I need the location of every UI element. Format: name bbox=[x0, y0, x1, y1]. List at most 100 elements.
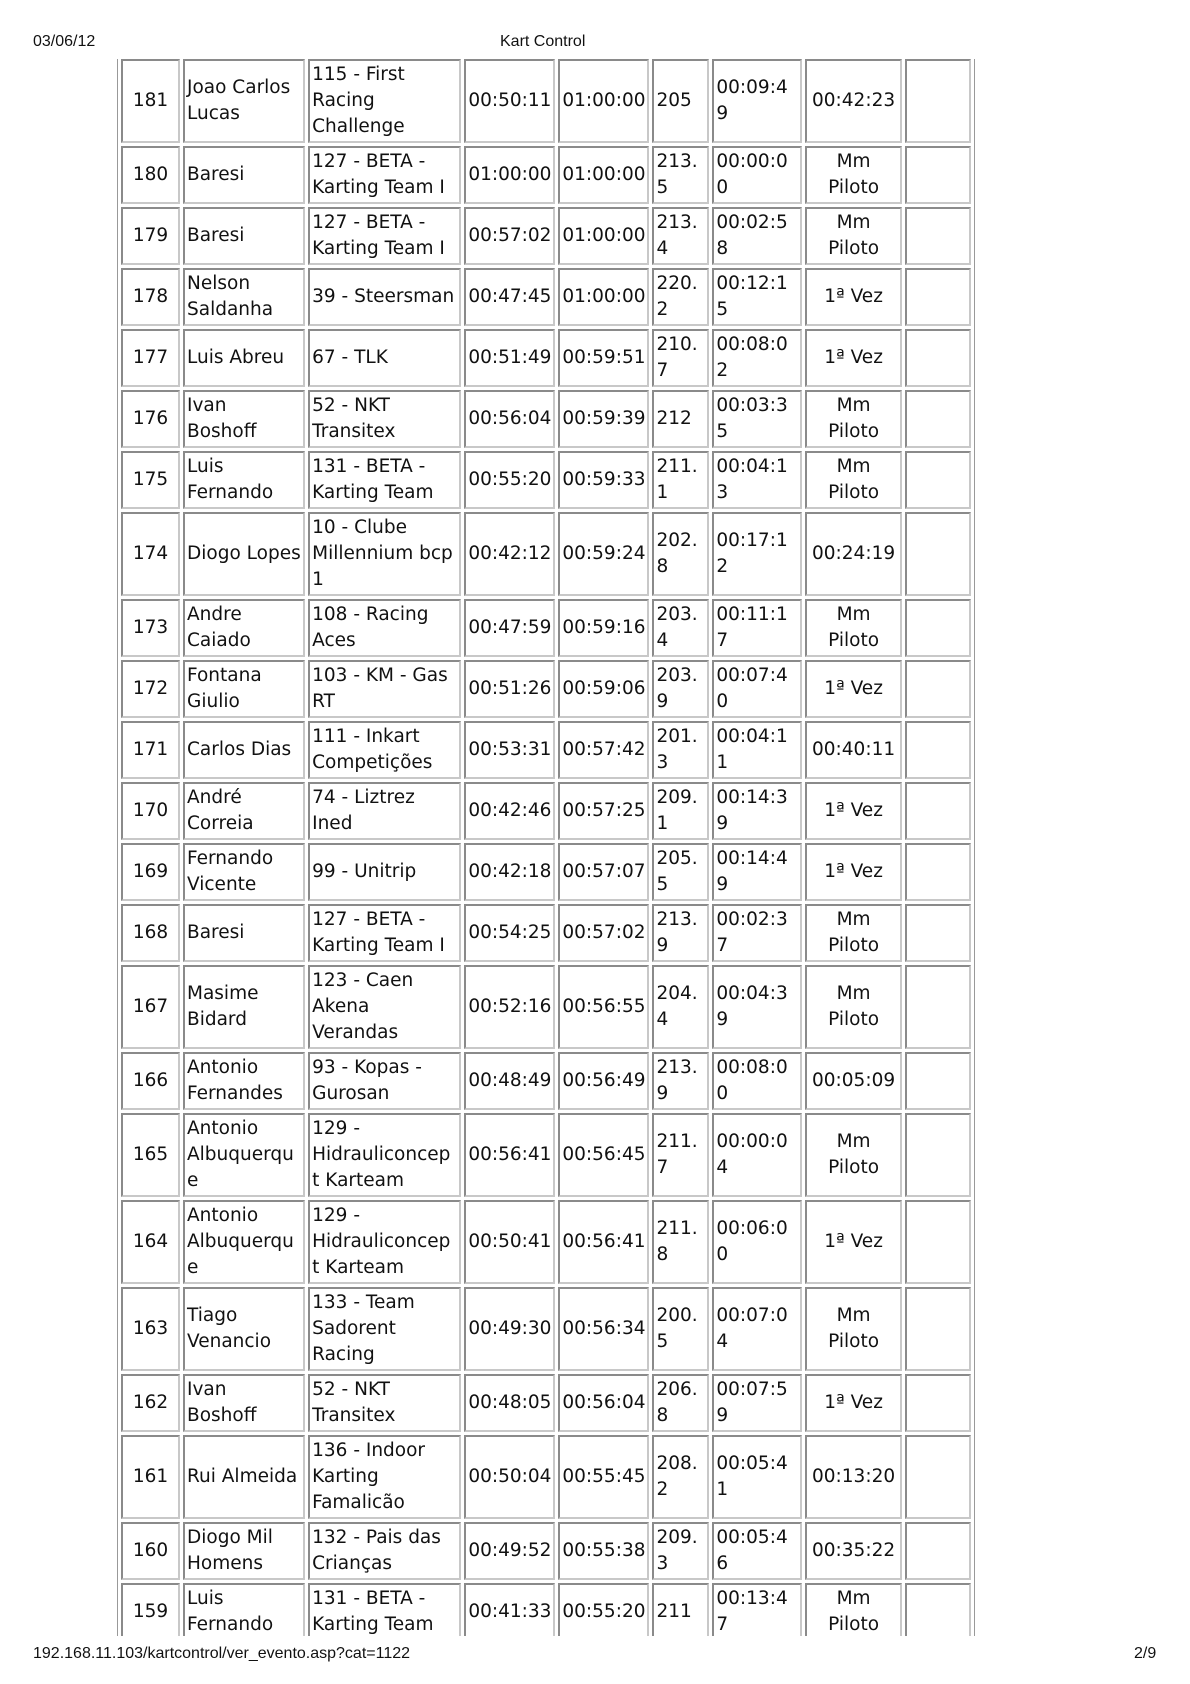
table-row: 171 Carlos Dias 111 - Inkart Competições 00… bbox=[121, 721, 971, 779]
best-time: 00:48:49 bbox=[464, 1052, 556, 1110]
total-time: 00:56:49 bbox=[558, 1052, 650, 1110]
status: 1ª Vez bbox=[805, 1374, 902, 1432]
table-row: 173 Andre Caiado 108 - Racing Aces 00:47:59… bbox=[121, 599, 971, 657]
best-time: 00:53:31 bbox=[464, 721, 556, 779]
table-row: 167 Masime Bidard 123 - Caen Akena Veranda… bbox=[121, 965, 971, 1049]
driver-name: Antonio Albuquerque bbox=[183, 1113, 306, 1197]
table-row: 165 Antonio Albuquerque 129 - Hidrauliconc… bbox=[121, 1113, 971, 1197]
status: Mm Piloto bbox=[805, 904, 902, 962]
status-cell bbox=[904, 599, 971, 657]
status: Mm Piloto bbox=[805, 146, 902, 204]
team-name: 129 - Hidrauliconcept Karteam bbox=[308, 1200, 462, 1284]
time-difference: 00:05:41 bbox=[712, 1435, 803, 1519]
score: 203.9 bbox=[652, 660, 710, 718]
team-name: 10 - Clube Millennium bcp 1 bbox=[308, 512, 462, 596]
status: Mm Piloto bbox=[805, 1287, 902, 1371]
table-row: 162 Ivan Boshoff 52 - NKT Transitex 00:48:0… bbox=[121, 1374, 971, 1432]
status-cell bbox=[904, 1583, 971, 1636]
driver-name: Antonio Albuquerque bbox=[183, 1200, 306, 1284]
total-time: 01:00:00 bbox=[558, 59, 650, 143]
total-time: 00:57:07 bbox=[558, 843, 650, 901]
time-difference: 00:07:04 bbox=[712, 1287, 803, 1371]
status-cell bbox=[904, 1287, 971, 1371]
status-cell bbox=[904, 782, 971, 840]
team-name: 39 - Steersman bbox=[308, 268, 462, 326]
score: 213.9 bbox=[652, 904, 710, 962]
record-number: 159 bbox=[121, 1583, 180, 1636]
score: 213.5 bbox=[652, 146, 710, 204]
team-name: 93 - Kopas - Gurosan bbox=[308, 1052, 462, 1110]
record-number: 175 bbox=[121, 451, 180, 509]
status-cell bbox=[904, 329, 971, 387]
status-cell bbox=[904, 843, 971, 901]
best-time: 00:42:46 bbox=[464, 782, 556, 840]
time-difference: 00:04:11 bbox=[712, 721, 803, 779]
score: 220.2 bbox=[652, 268, 710, 326]
driver-name: André Correia bbox=[183, 782, 306, 840]
total-time: 00:59:06 bbox=[558, 660, 650, 718]
time-difference: 00:17:12 bbox=[712, 512, 803, 596]
total-time: 01:00:00 bbox=[558, 207, 650, 265]
record-number: 178 bbox=[121, 268, 180, 326]
best-time: 00:51:26 bbox=[464, 660, 556, 718]
table-row: 178 Nelson Saldanha 39 - Steersman 00:47:45… bbox=[121, 268, 971, 326]
total-time: 00:59:16 bbox=[558, 599, 650, 657]
record-number: 160 bbox=[121, 1522, 180, 1580]
table-row: 181 Joao Carlos Lucas 115 - First Racing C… bbox=[121, 59, 971, 143]
record-number: 171 bbox=[121, 721, 180, 779]
record-number: 164 bbox=[121, 1200, 180, 1284]
status: Mm Piloto bbox=[805, 599, 902, 657]
best-time: 01:00:00 bbox=[464, 146, 556, 204]
status: Mm Piloto bbox=[805, 390, 902, 448]
team-name: 52 - NKT Transitex bbox=[308, 390, 462, 448]
team-name: 127 - BETA - Karting Team I bbox=[308, 146, 462, 204]
time-difference: 00:08:00 bbox=[712, 1052, 803, 1110]
total-time: 00:59:33 bbox=[558, 451, 650, 509]
table-viewport: 181 Joao Carlos Lucas 115 - First Racing C… bbox=[117, 59, 975, 1636]
table-row: 177 Luis Abreu 67 - TLK 00:51:49 00:59:51 210… bbox=[121, 329, 971, 387]
time-difference: 00:14:49 bbox=[712, 843, 803, 901]
time-difference: 00:00:04 bbox=[712, 1113, 803, 1197]
best-time: 00:55:20 bbox=[464, 451, 556, 509]
status-cell bbox=[904, 207, 971, 265]
driver-name: Ivan Boshoff bbox=[183, 1374, 306, 1432]
driver-name: Luis Abreu bbox=[183, 329, 306, 387]
driver-name: Nelson Saldanha bbox=[183, 268, 306, 326]
total-time: 00:56:04 bbox=[558, 1374, 650, 1432]
record-number: 176 bbox=[121, 390, 180, 448]
record-number: 177 bbox=[121, 329, 180, 387]
page-url: 192.168.11.103/kartcontrol/ver_evento.as… bbox=[33, 1645, 411, 1662]
status-cell bbox=[904, 512, 971, 596]
status-cell bbox=[904, 1435, 971, 1519]
table-row: 159 Luis Fernando 131 - BETA - Karting Tea… bbox=[121, 1583, 971, 1636]
time-difference: 00:07:40 bbox=[712, 660, 803, 718]
total-time: 00:59:24 bbox=[558, 512, 650, 596]
score: 211 bbox=[652, 1583, 710, 1636]
best-time: 00:50:11 bbox=[464, 59, 556, 143]
time-difference: 00:05:46 bbox=[712, 1522, 803, 1580]
time-difference: 00:09:49 bbox=[712, 59, 803, 143]
status: Mm Piloto bbox=[805, 1583, 902, 1636]
best-time: 00:47:45 bbox=[464, 268, 556, 326]
driver-name: Fontana Giulio bbox=[183, 660, 306, 718]
driver-name: Antonio Fernandes bbox=[183, 1052, 306, 1110]
status: Mm Piloto bbox=[805, 207, 902, 265]
team-name: 123 - Caen Akena Verandas bbox=[308, 965, 462, 1049]
team-name: 111 - Inkart Competições bbox=[308, 721, 462, 779]
score: 205 bbox=[652, 59, 710, 143]
status-cell bbox=[904, 451, 971, 509]
best-time: 00:42:12 bbox=[464, 512, 556, 596]
driver-name: Baresi bbox=[183, 904, 306, 962]
table-row: 160 Diogo Mil Homens 132 - Pais das Crianç… bbox=[121, 1522, 971, 1580]
status-cell bbox=[904, 1522, 971, 1580]
best-time: 00:57:02 bbox=[464, 207, 556, 265]
time-difference: 00:08:02 bbox=[712, 329, 803, 387]
score: 211.1 bbox=[652, 451, 710, 509]
status-cell bbox=[904, 660, 971, 718]
status-cell bbox=[904, 904, 971, 962]
time-difference: 00:14:39 bbox=[712, 782, 803, 840]
status: Mm Piloto bbox=[805, 965, 902, 1049]
time-difference: 00:11:17 bbox=[712, 599, 803, 657]
total-time: 00:59:39 bbox=[558, 390, 650, 448]
record-number: 161 bbox=[121, 1435, 180, 1519]
